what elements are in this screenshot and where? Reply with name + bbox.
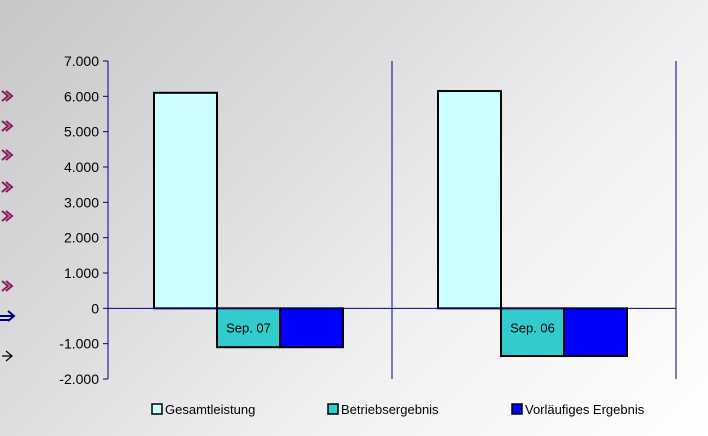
y-tick-label: 7.000: [64, 53, 99, 69]
y-tick-label: -2.000: [59, 371, 99, 387]
y-tick-label: 1.000: [64, 265, 99, 281]
legend-swatch: [511, 403, 523, 415]
legend-label: Gesamtleistung: [165, 402, 255, 417]
y-tick-label: 4.000: [64, 159, 99, 175]
bar-vorl-ufiges-ergebnis-0: [279, 307, 344, 349]
decorative-border: [0, 90, 16, 362]
legend-label: Betriebsergebnis: [341, 402, 439, 417]
y-tick-label: -1.000: [59, 336, 99, 352]
legend-swatch: [151, 403, 163, 415]
y-tick-label: 2.000: [64, 230, 99, 246]
decorative-marks: [0, 310, 16, 362]
bar-betriebsergebnis-1: [500, 307, 565, 358]
y-tick-label: 0: [91, 300, 99, 316]
category-label: Sep. 07: [226, 320, 271, 335]
y-tick-label: 5.000: [64, 124, 99, 140]
legend-label: Vorläufiges Ergebnis: [525, 402, 645, 417]
y-tick-label: 3.000: [64, 194, 99, 210]
bar-gesamtleistung-0: [153, 91, 218, 310]
category-label: Sep. 06: [510, 320, 555, 335]
bar-gesamtleistung-1: [437, 90, 502, 310]
y-tick-label: 6.000: [64, 88, 99, 104]
bar-vorl-ufiges-ergebnis-1: [563, 307, 628, 358]
decorative-chevrons: [1, 90, 14, 292]
legend-swatch: [327, 403, 339, 415]
